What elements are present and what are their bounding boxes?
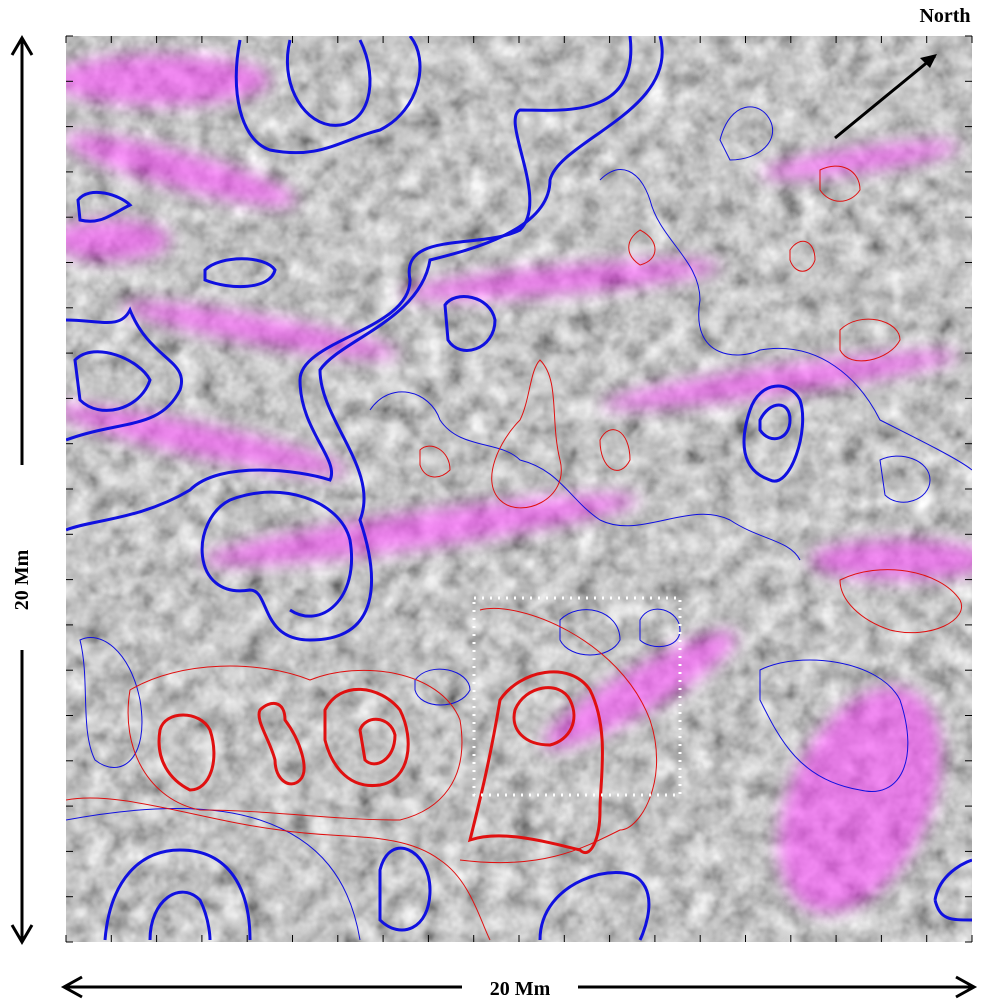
north-label: North bbox=[919, 5, 970, 27]
horizontal-scale-label: 20 Mm bbox=[490, 978, 551, 1000]
vertical-scale-label: 20 Mm bbox=[11, 549, 33, 610]
vertical-scale-arrow bbox=[12, 38, 32, 942]
image bbox=[50, 36, 990, 942]
figure: North 20 Mm 20 Mm bbox=[0, 0, 994, 1004]
